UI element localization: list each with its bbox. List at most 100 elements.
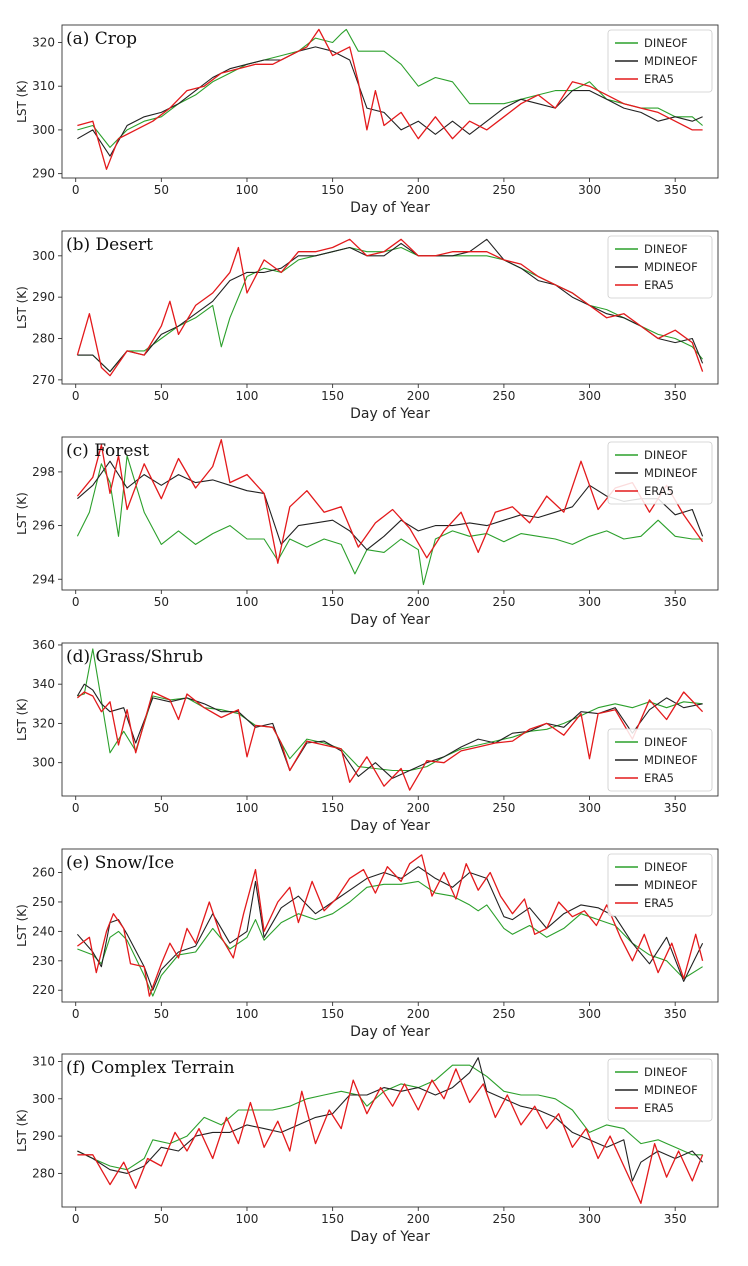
series-line-mdineof: [77, 460, 704, 551]
series-line-mdineof: [77, 1057, 704, 1182]
plot-area: [76, 854, 704, 997]
x-tick-label: 200: [407, 389, 430, 403]
legend-entry-dineof: DINEOF: [644, 36, 688, 50]
legend-entry-dineof: DINEOF: [644, 242, 688, 256]
x-tick-label: 0: [72, 1212, 80, 1226]
series-line-dineof: [77, 880, 703, 997]
x-tick-label: 300: [578, 801, 601, 815]
y-tick-label: 360: [32, 638, 55, 652]
y-tick-label: 280: [32, 332, 55, 346]
y-axis-label: LST (K): [15, 80, 29, 123]
x-tick-label: 350: [664, 389, 687, 403]
x-tick-label: 50: [154, 183, 169, 197]
plot-frame: [61, 436, 719, 591]
plot-area: [76, 648, 704, 791]
y-tick-label: 320: [32, 716, 55, 730]
x-tick-label: 300: [578, 389, 601, 403]
x-tick-label: 250: [492, 389, 515, 403]
plot-frame: [61, 24, 719, 179]
x-tick-label: 0: [72, 1007, 80, 1021]
y-tick-label: 340: [32, 677, 55, 691]
y-axis-label: LST (K): [15, 698, 29, 741]
x-tick-label: 200: [407, 595, 430, 609]
x-tick-label: 100: [236, 183, 259, 197]
series-line-era5: [76, 691, 704, 791]
series-line-mdineof: [77, 46, 703, 157]
legend-entry-mdineof: MDINEOF: [644, 878, 698, 892]
y-tick-label: 310: [32, 1054, 55, 1068]
y-axis-label: LST (K): [15, 904, 29, 947]
x-tick-label: 150: [321, 801, 344, 815]
y-axis-label: LST (K): [15, 1109, 29, 1152]
x-tick-label: 150: [321, 1212, 344, 1226]
y-tick-label: 300: [32, 249, 55, 263]
panel-title: (e) Snow/Ice: [66, 853, 174, 873]
y-tick-label: 300: [32, 1092, 55, 1106]
chart-panel-3: 0 50 100 150 200 250 300 350 300 320 340 360 Day of …: [15, 638, 719, 834]
x-tick-label: 150: [321, 389, 344, 403]
y-tick-label: 294: [32, 572, 55, 586]
y-tick-label: 240: [32, 924, 55, 938]
panel-title: (b) Desert: [66, 235, 153, 255]
x-axis-label: Day of Year: [350, 612, 430, 628]
x-tick-label: 0: [72, 801, 80, 815]
x-tick-label: 200: [407, 1212, 430, 1226]
legend: DINEOF MDINEOF ERA5: [607, 853, 713, 917]
legend: DINEOF MDINEOF ERA5: [607, 29, 713, 93]
series-line-era5: [77, 28, 703, 170]
series-line-mdineof: [76, 866, 704, 991]
x-tick-label: 350: [664, 595, 687, 609]
x-axis-label: Day of Year: [350, 406, 430, 422]
legend-entry-dineof: DINEOF: [644, 735, 688, 749]
y-tick-label: 250: [32, 895, 55, 909]
legend-entry-dineof: DINEOF: [644, 1065, 688, 1079]
plot-frame: [61, 848, 719, 1003]
chart-panel-5: 0 50 100 150 200 250 300 350 280 290 300 310 Day of …: [15, 1053, 719, 1245]
y-tick-label: 298: [32, 465, 55, 479]
legend-entry-era5: ERA5: [644, 278, 674, 292]
x-tick-label: 300: [578, 183, 601, 197]
series-line-mdineof: [77, 238, 704, 373]
x-tick-label: 250: [492, 183, 515, 197]
chart-panel-4: 0 50 100 150 200 250 300 350 220 230 240 250 260 Day …: [15, 848, 719, 1040]
legend-entry-era5: ERA5: [644, 484, 674, 498]
y-tick-label: 290: [32, 290, 55, 304]
x-tick-label: 250: [492, 801, 515, 815]
legend: DINEOF MDINEOF ERA5: [607, 1058, 713, 1122]
x-tick-label: 300: [578, 1007, 601, 1021]
y-tick-label: 270: [32, 373, 55, 387]
x-tick-label: 250: [492, 1007, 515, 1021]
series-line-dineof: [76, 455, 703, 586]
plot-area: [77, 28, 703, 170]
y-tick-label: 260: [32, 866, 55, 880]
x-tick-label: 50: [154, 1007, 169, 1021]
y-tick-label: 290: [32, 1129, 55, 1143]
panel-title: (f) Complex Terrain: [66, 1058, 235, 1078]
legend-entry-mdineof: MDINEOF: [644, 1083, 698, 1097]
x-tick-label: 250: [492, 595, 515, 609]
x-tick-label: 350: [664, 801, 687, 815]
panel-title: (d) Grass/Shrub: [66, 647, 203, 667]
legend-box: [607, 728, 713, 792]
x-tick-label: 300: [578, 1212, 601, 1226]
x-tick-label: 0: [72, 389, 80, 403]
panel-title: (a) Crop: [66, 29, 137, 49]
legend-entry-mdineof: MDINEOF: [644, 466, 698, 480]
plot-area: [77, 1057, 704, 1204]
series-line-dineof: [77, 1064, 703, 1171]
legend-entry-dineof: DINEOF: [644, 448, 688, 462]
x-tick-label: 50: [154, 595, 169, 609]
x-tick-label: 150: [321, 1007, 344, 1021]
x-tick-label: 100: [236, 801, 259, 815]
x-tick-label: 250: [492, 1212, 515, 1226]
y-tick-label: 320: [32, 35, 55, 49]
plot-area: [76, 238, 704, 377]
y-tick-label: 310: [32, 79, 55, 93]
x-tick-label: 100: [236, 1007, 259, 1021]
x-tick-label: 0: [72, 183, 80, 197]
series-line-era5: [76, 439, 704, 564]
legend-entry-dineof: DINEOF: [644, 860, 688, 874]
legend-entry-era5: ERA5: [644, 1101, 674, 1115]
x-tick-label: 100: [236, 389, 259, 403]
